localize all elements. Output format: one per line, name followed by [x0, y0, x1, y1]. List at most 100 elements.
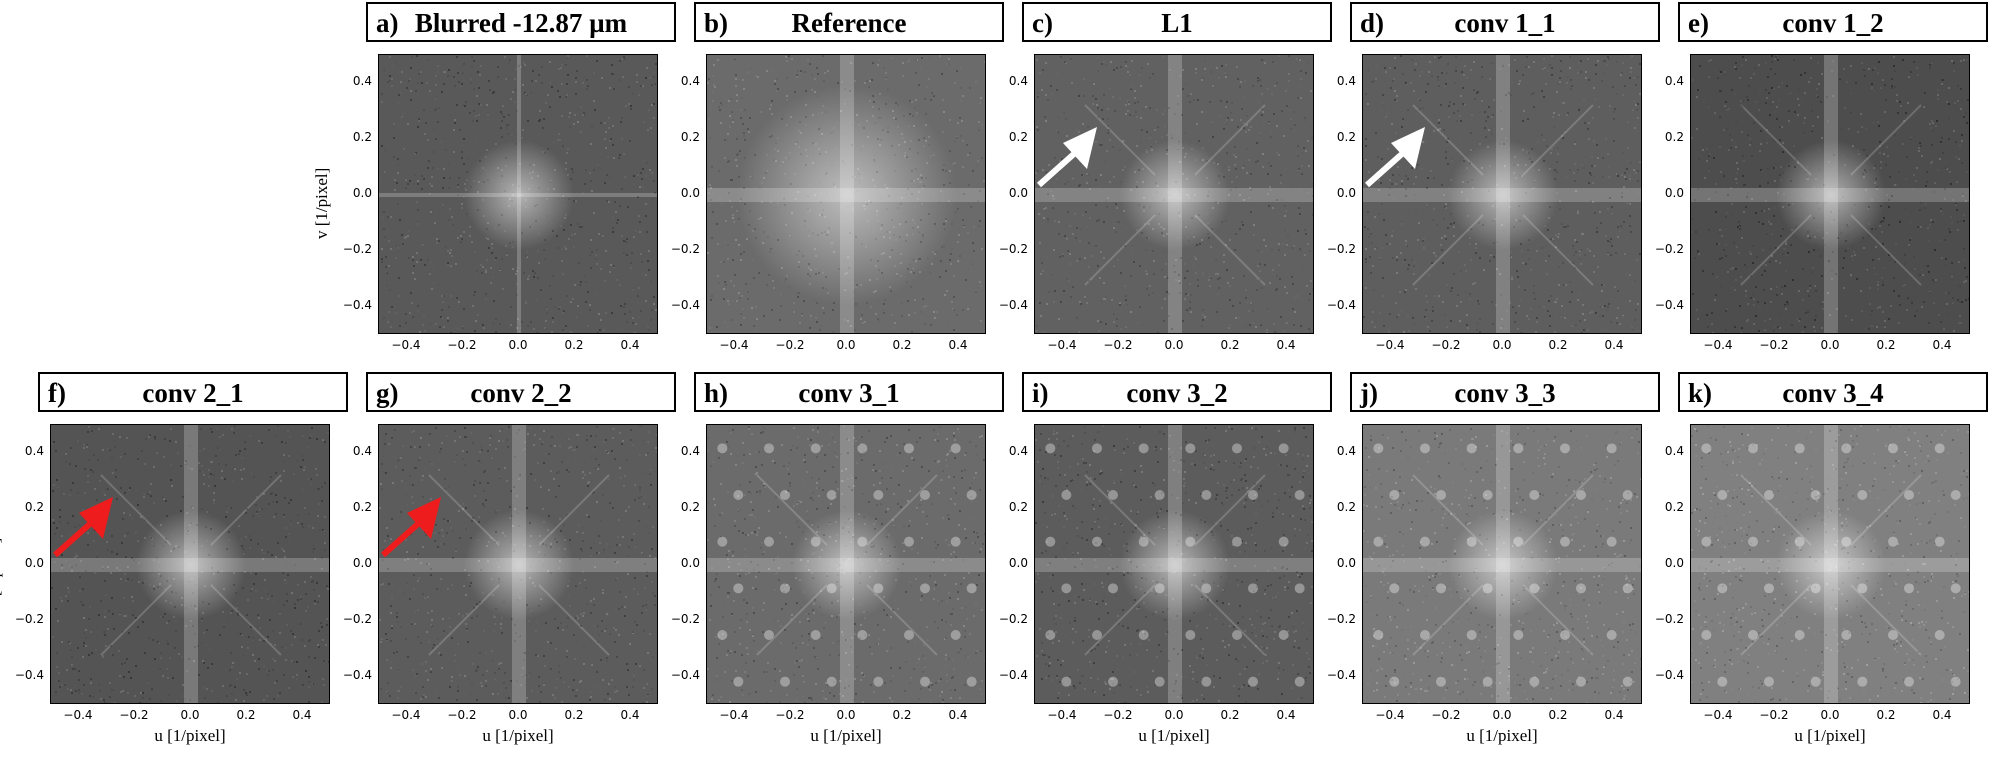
- noise-speck: [1164, 110, 1166, 112]
- noise-speck: [816, 67, 818, 69]
- noise-speck: [1060, 301, 1062, 303]
- noise-speck: [1113, 313, 1115, 315]
- noise-speck: [1955, 282, 1957, 284]
- noise-speck: [1128, 101, 1130, 103]
- noise-speck: [261, 442, 263, 444]
- noise-speck: [1445, 207, 1447, 209]
- noise-speck: [1894, 134, 1896, 136]
- noise-speck: [1600, 222, 1602, 224]
- horizontal-axis-band: [1035, 188, 1313, 202]
- noise-speck: [608, 127, 610, 129]
- noise-speck: [1592, 117, 1594, 119]
- noise-speck: [261, 549, 263, 551]
- noise-speck: [707, 252, 709, 254]
- noise-speck: [769, 108, 771, 110]
- noise-speck: [1100, 191, 1102, 193]
- noise-speck: [236, 678, 238, 680]
- noise-speck: [877, 64, 879, 66]
- noise-speck: [786, 60, 788, 62]
- noise-speck: [1374, 326, 1376, 328]
- noise-speck: [1895, 243, 1897, 245]
- noise-speck: [1287, 109, 1289, 111]
- noise-speck: [88, 459, 90, 461]
- noise-speck: [1413, 323, 1415, 325]
- noise-speck: [1547, 310, 1549, 312]
- noise-speck: [1569, 67, 1571, 69]
- noise-speck: [1593, 271, 1595, 273]
- noise-speck: [1797, 114, 1799, 116]
- noise-speck: [570, 301, 572, 303]
- noise-speck: [1244, 238, 1246, 240]
- noise-speck: [1385, 146, 1387, 148]
- noise-speck: [1246, 148, 1248, 150]
- noise-speck: [1184, 263, 1186, 265]
- x-tick-label: −0.4: [1375, 338, 1405, 352]
- noise-speck: [1878, 125, 1880, 127]
- noise-speck: [416, 252, 418, 254]
- noise-speck: [559, 306, 561, 308]
- noise-speck: [1195, 72, 1197, 74]
- noise-speck: [1897, 112, 1899, 114]
- noise-speck: [502, 288, 504, 290]
- noise-speck: [1733, 242, 1735, 244]
- noise-speck: [514, 78, 516, 80]
- noise-speck: [271, 595, 273, 597]
- noise-speck: [1142, 108, 1144, 110]
- noise-speck: [416, 55, 418, 57]
- noise-speck: [571, 234, 573, 236]
- noise-speck: [1381, 164, 1383, 166]
- noise-speck: [1712, 332, 1714, 333]
- panel-letter: a): [376, 8, 399, 38]
- noise-speck: [1597, 60, 1599, 62]
- noise-speck: [1042, 270, 1044, 272]
- noise-speck: [1445, 333, 1447, 334]
- noise-speck: [1306, 285, 1308, 287]
- noise-speck: [443, 326, 445, 328]
- noise-speck: [1785, 270, 1787, 272]
- noise-speck: [1050, 190, 1052, 192]
- noise-speck: [1731, 89, 1733, 91]
- noise-speck: [397, 203, 399, 205]
- noise-speck: [977, 200, 979, 202]
- noise-speck: [1621, 174, 1623, 176]
- vertical-axis-band: [1496, 55, 1510, 333]
- noise-speck: [1366, 217, 1368, 219]
- noise-speck: [1554, 331, 1556, 333]
- noise-speck: [1617, 307, 1619, 309]
- noise-speck: [1692, 79, 1694, 81]
- noise-speck: [535, 80, 537, 82]
- noise-speck: [1550, 152, 1552, 154]
- noise-speck: [776, 90, 778, 92]
- noise-speck: [793, 311, 795, 313]
- noise-speck: [1285, 246, 1287, 248]
- noise-speck: [717, 275, 719, 277]
- noise-speck: [478, 103, 480, 105]
- noise-speck: [619, 205, 621, 207]
- noise-speck: [562, 273, 564, 275]
- noise-speck: [1943, 138, 1945, 140]
- noise-speck: [1107, 125, 1109, 127]
- noise-speck: [1374, 248, 1376, 250]
- noise-speck: [624, 303, 626, 305]
- noise-speck: [626, 254, 628, 256]
- noise-speck: [1371, 81, 1373, 83]
- noise-speck: [460, 235, 462, 237]
- noise-speck: [288, 514, 290, 516]
- noise-speck: [1615, 252, 1617, 254]
- noise-speck: [1813, 249, 1815, 251]
- noise-speck: [1842, 267, 1844, 269]
- noise-speck: [1557, 147, 1559, 149]
- noise-speck: [1412, 317, 1414, 319]
- noise-speck: [1873, 122, 1875, 124]
- noise-speck: [1059, 213, 1061, 215]
- noise-speck: [1062, 253, 1064, 255]
- noise-speck: [657, 261, 658, 263]
- noise-speck: [469, 226, 471, 228]
- noise-speck: [1441, 184, 1443, 186]
- noise-speck: [1959, 145, 1961, 147]
- noise-speck: [1460, 95, 1462, 97]
- noise-speck: [1440, 56, 1442, 58]
- noise-speck: [1438, 57, 1440, 59]
- noise-speck: [807, 59, 809, 61]
- noise-speck: [1298, 207, 1300, 209]
